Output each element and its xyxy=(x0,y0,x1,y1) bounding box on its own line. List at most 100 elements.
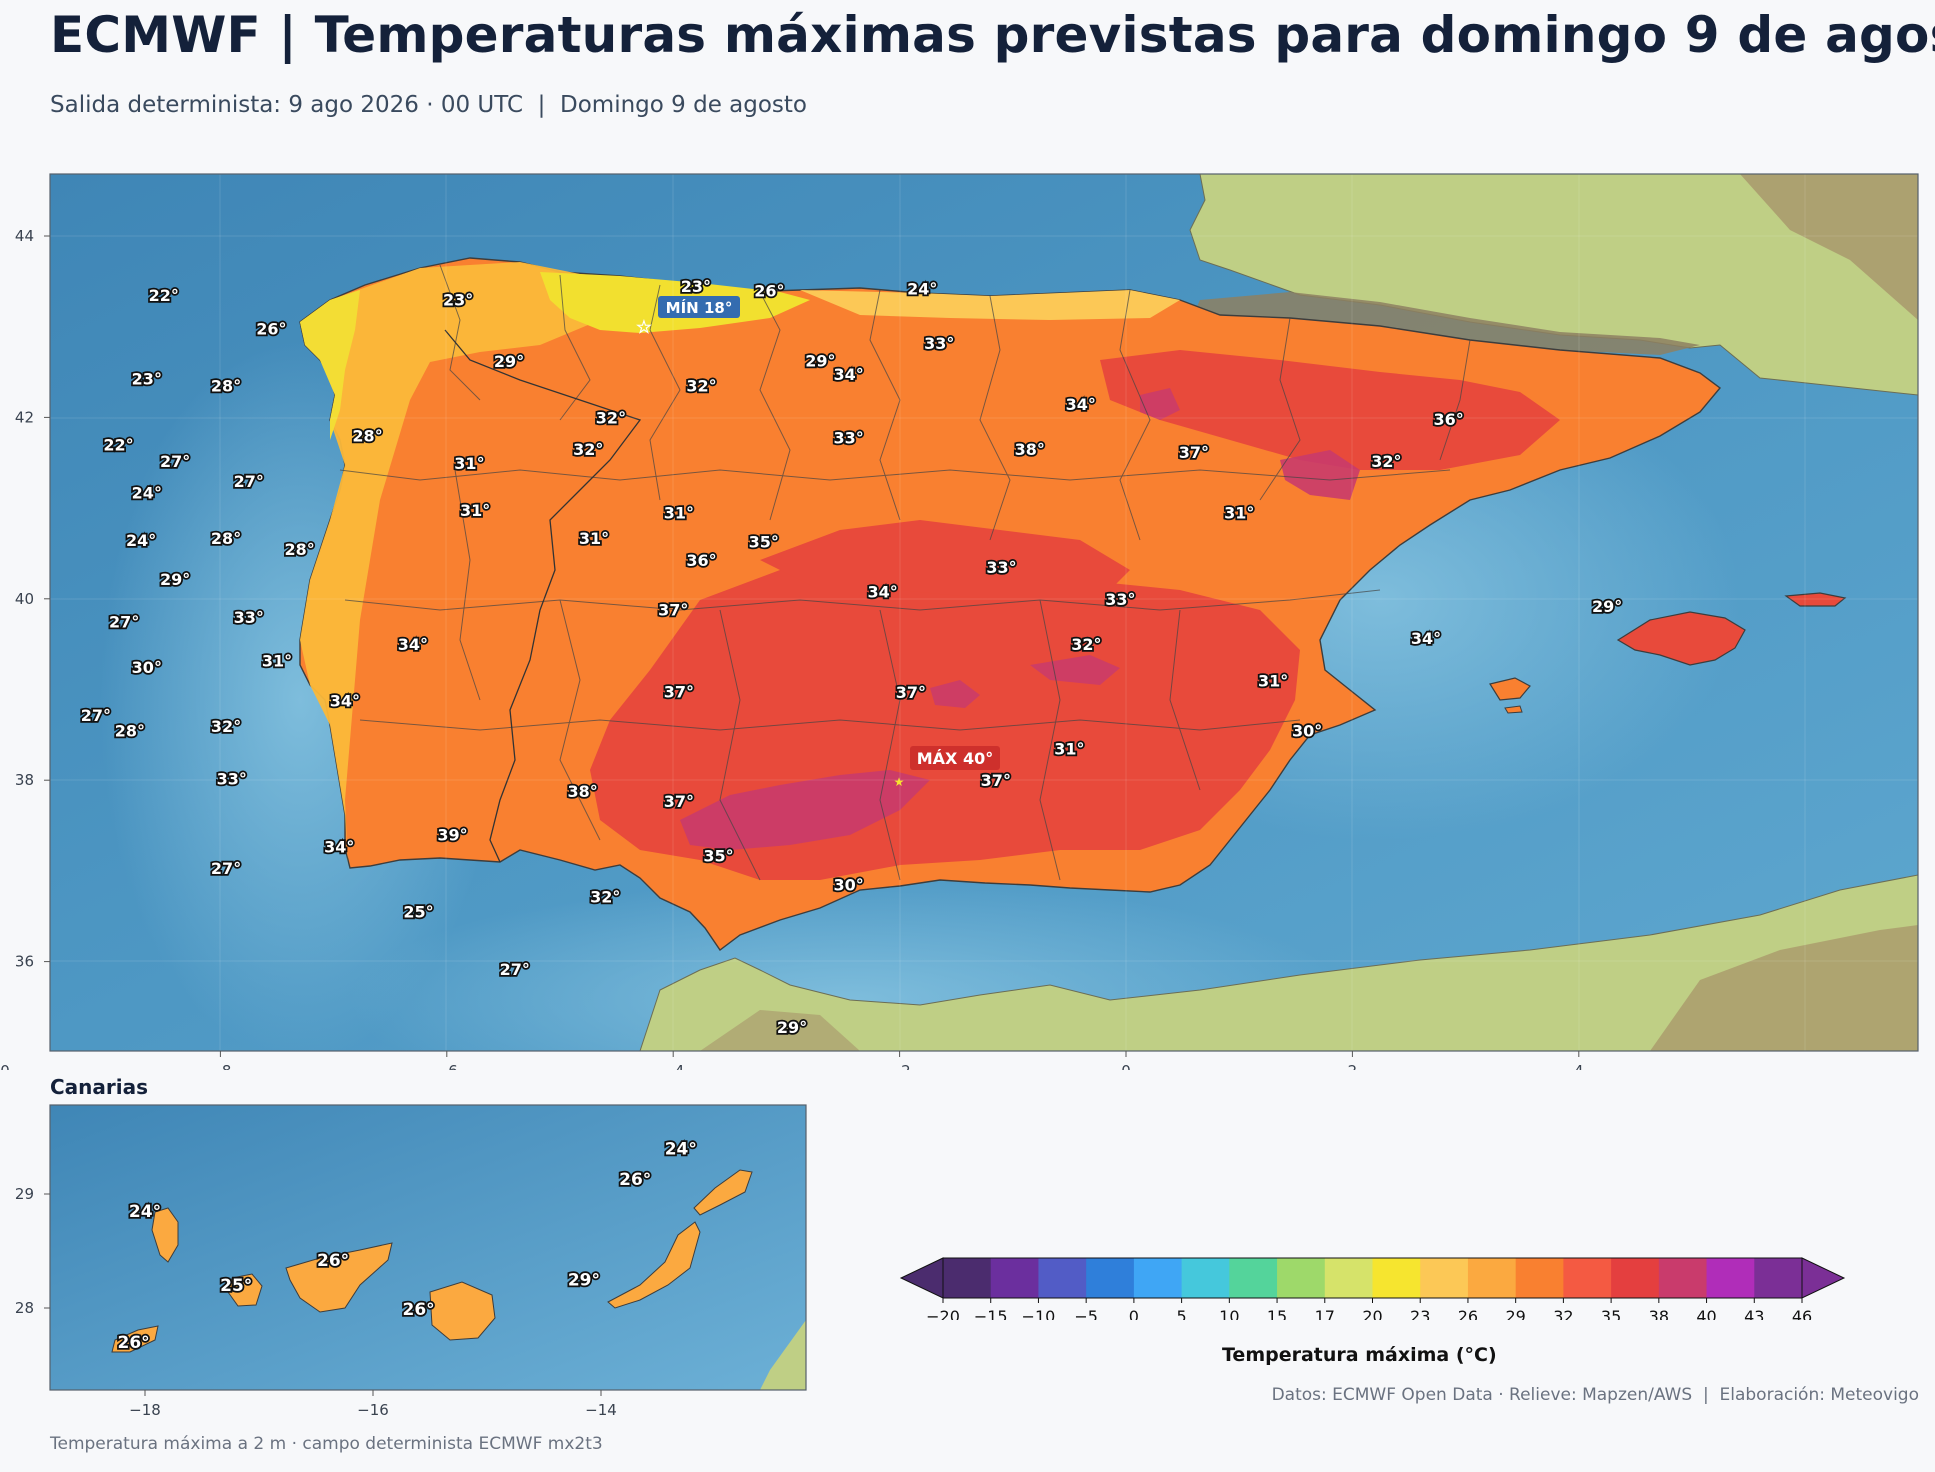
temperature-label: 26° xyxy=(118,1333,150,1353)
temperature-label: 33° xyxy=(924,334,954,353)
temp-zone-navarra-hot xyxy=(1140,388,1180,420)
temperature-label: 31° xyxy=(460,501,490,520)
temperature-label: 32° xyxy=(1371,452,1401,471)
temperature-label: 35° xyxy=(703,846,733,865)
temperature-label: 31° xyxy=(1054,739,1084,758)
temperature-label: 32° xyxy=(573,440,603,459)
lon-tick-label: −14 xyxy=(585,1401,617,1419)
temperature-label: 32° xyxy=(596,408,626,427)
temperature-label: 26° xyxy=(256,320,286,339)
colorbar-tick-label: 20 xyxy=(1362,1307,1382,1320)
lon-tick-label: 0 xyxy=(1121,1062,1131,1070)
colorbar-segment xyxy=(1467,1258,1517,1298)
temperature-label: 32° xyxy=(686,377,716,396)
canarias-map[interactable]: 24° 25° 26° 26° 29° 26° 24° 26° −18 −16 −14 29 28 xyxy=(0,1100,830,1420)
temperature-label: 33° xyxy=(986,558,1016,577)
graticule xyxy=(50,174,1918,1051)
latitude-axis: 44 42 40 38 36 xyxy=(15,227,50,971)
lon-tick-label: −6 xyxy=(436,1062,458,1070)
min-marker: ☆ MÍN 18° xyxy=(636,296,740,338)
canarias-longitude-axis: −18 −16 −14 xyxy=(129,1390,617,1419)
land-north-africa xyxy=(639,874,1918,1051)
temperature-label: 27° xyxy=(81,706,111,725)
temperature-label: 34° xyxy=(330,691,360,710)
temperature-label: 27° xyxy=(211,859,241,878)
colorbar-tick-label: 38 xyxy=(1649,1307,1669,1320)
temperature-label: 37° xyxy=(896,683,926,702)
temp-zone-galicia-coast xyxy=(300,290,360,440)
land-gran-canaria xyxy=(429,1281,496,1341)
temperature-label: 26° xyxy=(754,281,784,300)
temperature-label: 29° xyxy=(568,1271,600,1291)
temperature-label: 28° xyxy=(115,721,145,740)
lon-tick-label: −18 xyxy=(129,1401,161,1419)
colorbar-segment xyxy=(990,1258,1039,1298)
lat-tick-label: 36 xyxy=(15,953,34,971)
land-el-hierro xyxy=(111,1325,159,1353)
credits: Datos: ECMWF Open Data · Relieve: Mapzen… xyxy=(1271,1385,1919,1405)
lon-tick-label: 2 xyxy=(1348,1062,1358,1070)
temperature-label: 26° xyxy=(619,1170,651,1190)
canarias-temperature-labels: 24° 25° 26° 26° 29° 26° 24° 26° xyxy=(116,1138,699,1355)
temperature-label: 31° xyxy=(262,651,292,670)
temperature-label: 29° xyxy=(494,352,524,371)
land-menorca xyxy=(1784,592,1847,607)
svg-text:☆: ☆ xyxy=(636,317,652,338)
temperature-label: 28° xyxy=(211,529,241,548)
temperature-label: 29° xyxy=(1592,597,1622,616)
lat-tick-label: 28 xyxy=(15,1299,34,1317)
temp-zone-mancha-hot xyxy=(930,680,980,708)
land-mallorca xyxy=(1616,611,1746,666)
relief-alps xyxy=(1740,174,1918,320)
temperature-label: 33° xyxy=(217,769,247,788)
colorbar-segment xyxy=(943,1258,992,1298)
temperature-label: 38° xyxy=(568,782,598,801)
relief-pyrenees xyxy=(1190,292,1700,355)
temperature-label: 22° xyxy=(149,286,179,305)
temperature-label: 39° xyxy=(437,826,467,845)
temp-zone-northwest-coast xyxy=(300,262,600,868)
colorbar-tick-label: 5 xyxy=(1177,1307,1187,1320)
temperature-label: 34° xyxy=(324,837,354,856)
colorbar-tick-label: 26 xyxy=(1458,1307,1478,1320)
temperature-label: 34° xyxy=(398,635,428,654)
colorbar: −20 −15 −10 −5 0 5 10 15 17 20 23 26 29 32 35 38 40 43 46 xyxy=(899,1257,1846,1320)
temperature-label: 32° xyxy=(211,717,241,736)
colorbar-extend-low xyxy=(899,1257,944,1299)
land-africa-coast xyxy=(760,1320,806,1390)
temperature-label: 25° xyxy=(220,1276,252,1296)
temperature-label: 24° xyxy=(129,1202,161,1222)
temperature-label: 30° xyxy=(834,876,864,895)
colorbar-tick-label: 17 xyxy=(1315,1307,1335,1320)
temperature-label: 27° xyxy=(500,960,530,979)
longitude-axis: −10 −8 −6 −4 −2 0 2 4 xyxy=(0,1051,1584,1070)
lat-tick-label: 29 xyxy=(15,1185,34,1203)
temperature-label: 34° xyxy=(1066,395,1096,414)
max-marker-label: MÁX 40° xyxy=(917,749,993,768)
colorbar-segment xyxy=(1038,1258,1087,1298)
canarias-latitude-axis: 29 28 xyxy=(15,1185,50,1317)
temperature-label: 31° xyxy=(664,504,694,523)
temperature-label: 28° xyxy=(352,427,382,446)
temp-zone-ebro-valley xyxy=(1100,350,1560,470)
temperature-label: 38° xyxy=(1015,440,1045,459)
colorbar-tick-label: 23 xyxy=(1410,1307,1430,1320)
footnote: Temperatura máxima a 2 m · campo determi… xyxy=(50,1434,603,1454)
colorbar-segment xyxy=(1563,1258,1612,1298)
temperature-label: 24° xyxy=(132,484,162,503)
temperature-label: 37° xyxy=(664,792,694,811)
lon-tick-label: −8 xyxy=(209,1062,231,1070)
land-la-palma xyxy=(151,1207,179,1263)
temperature-label: 23° xyxy=(443,290,473,309)
temperature-label: 27° xyxy=(234,472,264,491)
temp-zone-cantabrian-coast xyxy=(800,290,1180,320)
temperature-label: 36° xyxy=(686,551,716,570)
colorbar-tick-label: −5 xyxy=(1074,1307,1098,1320)
temperature-label: 26° xyxy=(403,1300,435,1320)
colorbar-segment xyxy=(1324,1258,1373,1298)
land-ibiza xyxy=(1489,677,1531,701)
main-map[interactable]: 22° 23°23° 26° 24°26°29° 29°34°33°23° 28° 32°3… xyxy=(0,170,1935,1070)
canarias-map-frame xyxy=(49,1104,807,1391)
colorbar-tick-label: 46 xyxy=(1792,1307,1812,1320)
temperature-label: 31° xyxy=(579,529,609,548)
